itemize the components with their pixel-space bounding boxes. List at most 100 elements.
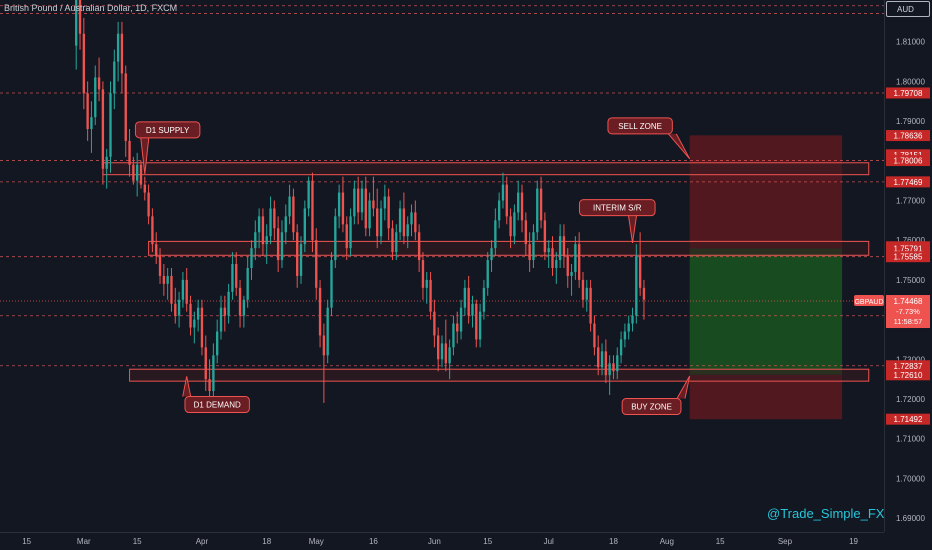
x-tick-label: 15 [483, 537, 492, 546]
y-tick-label: 1.71000 [896, 435, 925, 444]
stop-loss-area [689, 135, 843, 249]
candle-body [524, 220, 528, 245]
candle-body [547, 248, 550, 253]
candle-body [463, 287, 467, 308]
y-tick-label: 1.69000 [896, 514, 925, 523]
candle-body [94, 77, 97, 118]
callout-box [578, 199, 656, 217]
x-tick-label: Jul [544, 537, 554, 546]
candle-body [82, 33, 86, 94]
candle-body [421, 260, 425, 288]
candle-body [555, 260, 558, 268]
candle-body [212, 355, 215, 392]
price-badge-label: 1.72837 [894, 362, 923, 371]
candle-body [135, 164, 139, 181]
candle-body [341, 192, 345, 225]
candle-body [467, 287, 470, 316]
x-tick-label: Jun [428, 537, 441, 546]
candle-body [368, 200, 371, 229]
candle-body [219, 307, 223, 332]
candle-body [181, 279, 185, 300]
candle-body [86, 93, 89, 130]
candle-body [574, 244, 577, 272]
candle-body [113, 61, 116, 94]
candle-body [604, 351, 608, 376]
candle-body [509, 216, 512, 237]
candle-body [132, 164, 135, 181]
price-badge [886, 251, 930, 263]
candle-body [265, 236, 268, 245]
currency-selector[interactable]: AUD [886, 1, 930, 17]
callout-box [621, 398, 682, 416]
candle-body [513, 212, 516, 237]
candle-body [326, 307, 329, 356]
candle-body [246, 267, 249, 300]
candle-body [456, 323, 459, 332]
callout-box [134, 121, 201, 139]
y-tick-label: 1.79000 [896, 117, 925, 126]
candle-body [593, 323, 596, 348]
symbol-badge-label: GBPAUD [854, 299, 883, 306]
candle-body [170, 275, 173, 304]
candle-body [208, 379, 211, 392]
candle-body [288, 196, 291, 217]
callout-pointer [182, 376, 192, 397]
bar-countdown-label: 11:58:57 [894, 317, 923, 326]
candle-body [543, 220, 547, 253]
candle-body [585, 287, 588, 300]
candle-body [257, 216, 261, 233]
price-badge [886, 155, 930, 167]
price-badge-label: 1.71492 [894, 415, 923, 424]
callout-label: D1 SUPPLY [146, 126, 190, 135]
price-badge-label: 1.79708 [894, 89, 923, 98]
author-watermark: @Trade_Simple_FX [767, 506, 885, 521]
candle-body [402, 208, 406, 237]
candle-body [589, 287, 592, 324]
candle-body [227, 291, 230, 316]
current-price-label: 1.74468 [894, 297, 923, 306]
candle-body [383, 196, 387, 209]
candle-body [387, 196, 390, 229]
callout-pointer [140, 137, 150, 174]
candle-body [216, 331, 219, 356]
candle-body [185, 279, 188, 304]
candle-body [425, 279, 428, 288]
candle-body [238, 287, 242, 316]
candle-body [250, 248, 253, 268]
candle-body [299, 244, 303, 276]
candle-body [517, 192, 520, 213]
x-tick-label: 18 [262, 537, 271, 546]
time-axis-panel [0, 532, 932, 550]
candle-body [444, 343, 447, 364]
candle-body [379, 208, 383, 237]
candle-body [128, 140, 131, 165]
callout-label: SELL ZONE [618, 122, 662, 131]
candle-body [536, 188, 539, 233]
candle-body [261, 216, 265, 245]
candle-body [459, 307, 463, 332]
candle-body [345, 224, 348, 249]
price-badge [886, 242, 930, 254]
candle-body [334, 216, 337, 261]
candle-body [539, 188, 543, 221]
candle-body [124, 73, 127, 141]
candle-body [414, 212, 417, 233]
take-profit-area [689, 248, 843, 375]
candle-body [631, 315, 634, 324]
x-tick-label: Aug [660, 537, 674, 546]
candle-body [437, 335, 440, 360]
callout-box [607, 117, 673, 135]
candle-body [284, 216, 287, 233]
candle-body [356, 188, 360, 213]
candle-body [116, 33, 120, 62]
candle-body [395, 232, 398, 253]
y-tick-label: 1.77000 [896, 196, 925, 205]
candle-body [623, 331, 627, 340]
callout-label: D1 DEMAND [194, 401, 241, 410]
candle-body [101, 89, 105, 169]
stop-loss-area-lower [689, 374, 843, 420]
candle-body [410, 212, 413, 225]
price-badge [886, 413, 930, 425]
candle-body [223, 307, 226, 316]
